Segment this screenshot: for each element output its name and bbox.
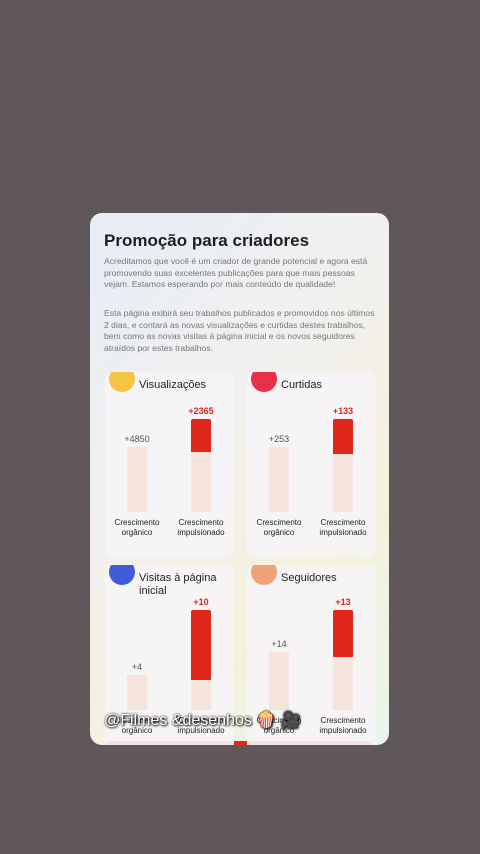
- boosted-bar: [191, 610, 211, 680]
- boosted-base: [191, 680, 211, 710]
- boosted-value: +2365: [188, 406, 214, 416]
- organic-bar: [127, 447, 147, 512]
- boosted-base: [333, 454, 353, 512]
- promo-sheet: Promoção para criadores Acreditamos que …: [90, 213, 389, 745]
- paragraph: Acreditamos que você é um criador de gra…: [104, 256, 368, 289]
- boosted-value: +13: [335, 597, 351, 607]
- organic-value: +14: [271, 639, 287, 649]
- organic-bar: [127, 675, 147, 710]
- card-icon: [251, 372, 277, 392]
- boosted-label: Crescimento impulsionado: [177, 518, 225, 537]
- title: Promoção para criadores: [104, 231, 310, 250]
- organic-value: +253: [268, 434, 290, 444]
- paragraph: Esta página exibirá seu trabalhos public…: [104, 308, 375, 353]
- metric-card: Visualizações +4850 +2365 Crescimento orgân…: [105, 372, 234, 557]
- card-title: Visitas à página inicial: [139, 572, 217, 597]
- organic-label: Crescimento orgânico: [114, 716, 160, 735]
- card-title: Curtidas: [281, 379, 322, 391]
- organic-label: Crescimento orgânico: [114, 518, 160, 537]
- organic-bar: [269, 447, 289, 512]
- card-title: Visualizações: [139, 379, 207, 391]
- action-button[interactable]: [106, 741, 372, 745]
- boosted-base: [333, 657, 353, 710]
- boosted-bar: [191, 419, 211, 452]
- card-icon: [109, 372, 135, 392]
- boosted-value: +10: [193, 597, 209, 607]
- card-title: Seguidores: [281, 572, 337, 584]
- metric-card: Curtidas +253 +133 Crescimento orgânico Cres…: [247, 372, 376, 557]
- boosted-label: Crescimento impulsionado: [319, 716, 367, 735]
- metric-card: Seguidores +14 +13 Crescimento orgânico Cres…: [247, 565, 376, 745]
- organic-value: +4850: [124, 434, 150, 444]
- organic-label: Crescimento orgânico: [256, 716, 302, 735]
- organic-value: +4: [131, 662, 143, 672]
- organic-bar: [269, 652, 289, 710]
- card-icon: [109, 565, 135, 585]
- boosted-base: [191, 452, 211, 512]
- boosted-label: Crescimento impulsionado: [177, 716, 225, 735]
- boosted-bar: [333, 610, 353, 657]
- metric-card: Visitas à página inicial +4 +10 Crescimento…: [105, 565, 234, 745]
- boosted-value: +133: [332, 406, 354, 416]
- organic-label: Crescimento orgânico: [256, 518, 302, 537]
- boosted-label: Crescimento impulsionado: [319, 518, 367, 537]
- watermark: @Filmes &desenhos 🍿 🎥: [104, 712, 301, 729]
- card-icon: [251, 565, 277, 585]
- boosted-bar: [333, 419, 353, 454]
